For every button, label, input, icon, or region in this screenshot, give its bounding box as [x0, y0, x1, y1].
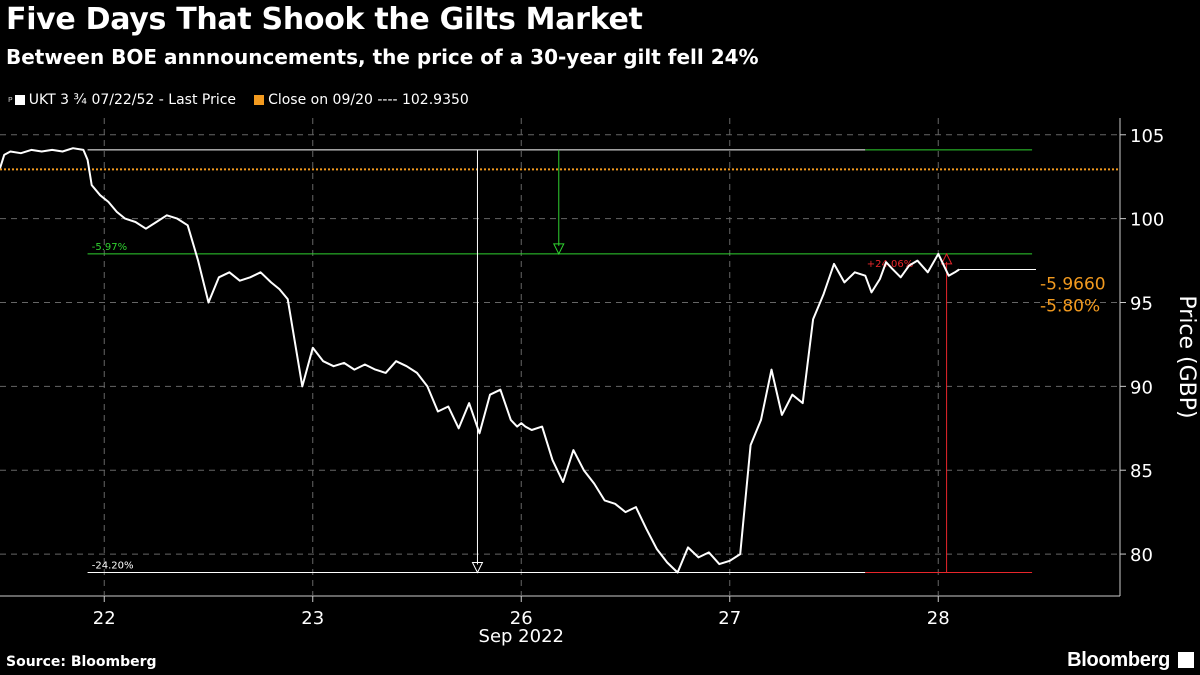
legend-item-price: ᴘ UKT 3 ¾ 07/22/52 - Last Price	[8, 92, 236, 108]
terminal-icon	[1178, 652, 1194, 668]
y-tick-label: 100	[1130, 210, 1164, 231]
price-line	[0, 147, 960, 574]
legend-marker: ᴘ	[8, 95, 13, 105]
y-tick-label: 80	[1130, 545, 1153, 566]
brand-logo: Bloomberg	[1067, 649, 1170, 671]
x-tick-label: 23	[301, 608, 324, 629]
legend-item-reference: Close on 09/20 ---- 102.9350	[254, 92, 469, 108]
legend-label-price: UKT 3 ¾ 07/22/52 - Last Price	[28, 92, 237, 108]
rise-arrow-head	[940, 252, 953, 265]
drop-arrow-head	[552, 243, 565, 255]
y-tick-label: 85	[1130, 461, 1153, 482]
y-tick-label: 90	[1130, 377, 1153, 398]
rise-label: +24.06%	[867, 259, 914, 270]
x-tick-label: 28	[927, 608, 950, 629]
y-axis-label: Price (GBP)	[1174, 295, 1199, 418]
x-tick-label: 22	[93, 608, 116, 629]
x-tick-label: 26	[510, 608, 533, 629]
x-axis-label: Sep 2022	[479, 626, 564, 647]
legend-label-reference: Close on 09/20 ---- 102.9350	[268, 92, 469, 108]
legend-swatch-price	[14, 95, 25, 105]
source-note: Source: Bloomberg	[6, 654, 157, 670]
drop-label-small: -5.97%	[92, 242, 127, 253]
y-tick-label: 105	[1130, 126, 1164, 147]
last-percent-label: -5.80%	[1040, 296, 1100, 316]
fall-arrow-head	[471, 562, 484, 574]
legend: ᴘ UKT 3 ¾ 07/22/52 - Last Price Close on…	[8, 92, 487, 108]
x-tick-label: 27	[718, 608, 741, 629]
chart-title: Five Days That Shook the Gilts Market	[6, 2, 643, 37]
y-tick-label: 95	[1130, 293, 1153, 314]
last-change-label: -5.9660	[1040, 274, 1106, 294]
chart-subtitle: Between BOE annnouncements, the price of…	[6, 45, 759, 69]
legend-swatch-reference	[254, 95, 265, 105]
fall-label: -24.20%	[92, 561, 134, 572]
